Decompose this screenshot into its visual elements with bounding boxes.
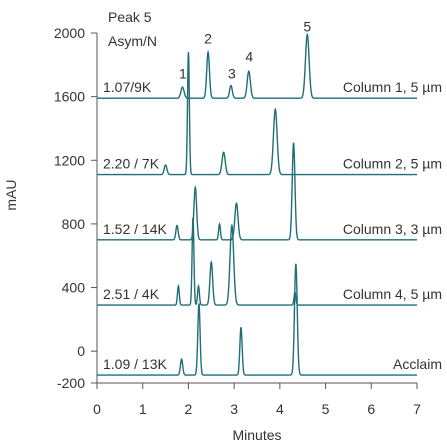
series-line [97, 217, 417, 306]
x-tick-label: 6 [367, 401, 375, 417]
series-line [97, 263, 417, 376]
labels: Peak 5 Asym/N Minutes mAU [3, 9, 282, 443]
asym-n-label: 1.09 / 13K [103, 356, 167, 372]
trace-group: 1.07/9K Column 1, 5 µm [97, 32, 442, 99]
asym-n-label: 2.51 / 4K [103, 286, 160, 302]
header-line-2: Asym/N [108, 33, 157, 49]
axes [96, 33, 417, 384]
x-tick-label: 3 [230, 401, 238, 417]
x-tick-label: 5 [322, 401, 330, 417]
x-tick-label: 0 [93, 401, 101, 417]
trace-group: 2.51 / 4K Column 4, 5 µm [97, 217, 442, 306]
series-name-label: Acclaim [393, 356, 442, 372]
trace-group: 2.20 / 7K Column 2, 5 µm [97, 52, 442, 176]
y-tick-label: 1200 [54, 152, 85, 168]
y-axis-title: mAU [3, 179, 19, 210]
y-tick-label: 800 [62, 216, 86, 232]
y-tick-label: 2000 [54, 25, 85, 41]
peak-number-label: 4 [245, 49, 253, 65]
peak-number-label: 2 [204, 30, 212, 46]
x-tick-label: 2 [185, 401, 193, 417]
series-name-label: Column 3, 3 µm [343, 221, 442, 237]
x-tick-label: 4 [276, 401, 284, 417]
peak-number-label: 1 [179, 65, 187, 81]
x-tick-label: 7 [413, 401, 421, 417]
asym-n-label: 1.52 / 14K [103, 221, 167, 237]
series-line [97, 32, 417, 99]
y-tick-label: -200 [57, 375, 85, 391]
trace-group: 1.09 / 13K Acclaim [97, 263, 442, 376]
series-line [97, 52, 417, 176]
series-line [97, 142, 417, 241]
peak-labels: 1 2 34 5 [179, 18, 311, 81]
traces: 1.07/9K Column 1, 5 µm 2.20 / 7K Column 2, … [97, 32, 442, 376]
y-tick-label: 1600 [54, 89, 85, 105]
y-tick-label: 0 [77, 343, 85, 359]
trace-group: 1.52 / 14K Column 3, 3 µm [97, 142, 442, 241]
series-name-label: Column 2, 5 µm [343, 156, 442, 172]
peak-number-label: 5 [303, 18, 311, 34]
header-line-1: Peak 5 [108, 9, 152, 25]
x-axis-title: Minutes [232, 427, 281, 443]
asym-n-label: 1.07/9K [103, 79, 152, 95]
y-tick-label: 400 [62, 280, 86, 296]
asym-n-label: 2.20 / 7K [103, 156, 160, 172]
series-name-label: Column 1, 5 µm [343, 79, 442, 95]
peak-number-label: 3 [228, 65, 236, 81]
x-ticks: 0 1 2 3 4 5 6 7 [93, 383, 421, 417]
x-tick-label: 1 [139, 401, 147, 417]
series-name-label: Column 4, 5 µm [343, 286, 442, 302]
y-ticks: 2000 1600 1200 800 400 0 -200 [54, 25, 97, 391]
